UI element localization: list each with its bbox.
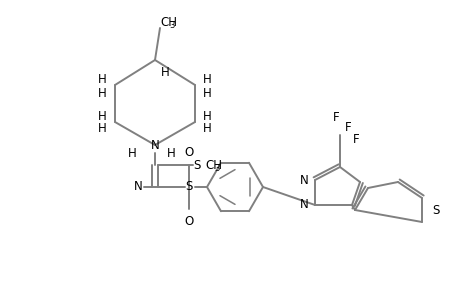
Text: O: O (184, 146, 193, 159)
Text: F: F (352, 133, 359, 146)
Text: S: S (193, 158, 200, 172)
Text: H: H (98, 110, 107, 122)
Text: H: H (161, 66, 169, 79)
Text: S: S (185, 181, 192, 194)
Text: S: S (431, 203, 438, 217)
Text: F: F (332, 110, 339, 124)
Text: F: F (344, 121, 351, 134)
Text: H: H (202, 86, 211, 100)
Text: N: N (300, 199, 308, 212)
Text: H: H (167, 146, 175, 160)
Text: CH: CH (160, 16, 177, 28)
Text: 3: 3 (213, 164, 219, 173)
Text: H: H (98, 86, 107, 100)
Text: CH: CH (205, 158, 222, 172)
Text: H: H (98, 122, 107, 134)
Text: N: N (300, 173, 308, 187)
Text: H: H (128, 146, 137, 160)
Text: H: H (98, 73, 107, 85)
Text: 3: 3 (168, 21, 174, 30)
Text: N: N (150, 139, 159, 152)
Text: H: H (202, 110, 211, 122)
Text: O: O (184, 215, 193, 228)
Text: N: N (134, 181, 143, 194)
Text: H: H (202, 73, 211, 85)
Text: H: H (202, 122, 211, 134)
